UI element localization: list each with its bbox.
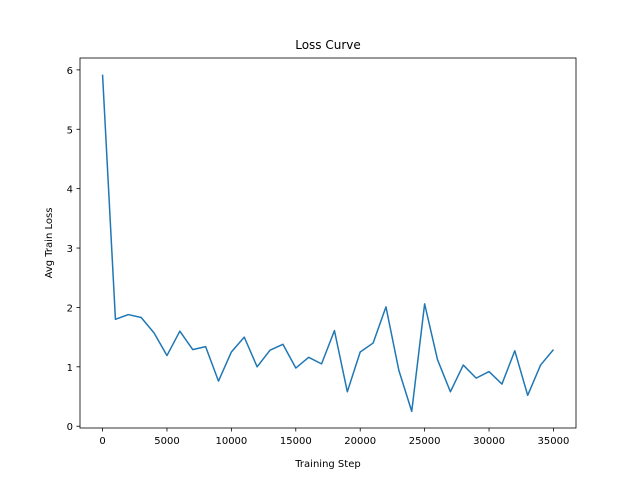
y-tick-label: 3 xyxy=(67,244,73,255)
y-tick-label: 4 xyxy=(67,185,73,196)
x-tick-label: 25000 xyxy=(409,436,441,447)
loss-series-line xyxy=(101,74,555,413)
plot-lines xyxy=(101,74,555,413)
y-tick-label: 2 xyxy=(67,303,73,314)
plot-frame xyxy=(79,57,577,429)
x-tick-label: 35000 xyxy=(538,436,570,447)
x-tick-label: 20000 xyxy=(344,436,376,447)
y-axis-label: Avg Train Loss xyxy=(44,208,55,279)
chart-title: Loss Curve xyxy=(295,38,361,52)
x-axis-label: Training Step xyxy=(294,459,360,470)
y-axis: 0 1 2 3 4 5 6 xyxy=(67,66,80,433)
y-tick-label: 0 xyxy=(67,422,73,433)
x-tick-label: 15000 xyxy=(280,436,312,447)
x-tick-label: 30000 xyxy=(473,436,505,447)
x-tick-label: 10000 xyxy=(215,436,247,447)
y-tick-label: 5 xyxy=(67,125,73,136)
y-tick-label: 1 xyxy=(67,363,73,374)
x-tick-label: 5000 xyxy=(154,436,179,447)
y-tick-label: 6 xyxy=(67,66,73,77)
x-axis: 0 5000 10000 15000 20000 25000 30000 35000 xyxy=(99,428,569,447)
x-tick-label: 0 xyxy=(99,436,105,447)
